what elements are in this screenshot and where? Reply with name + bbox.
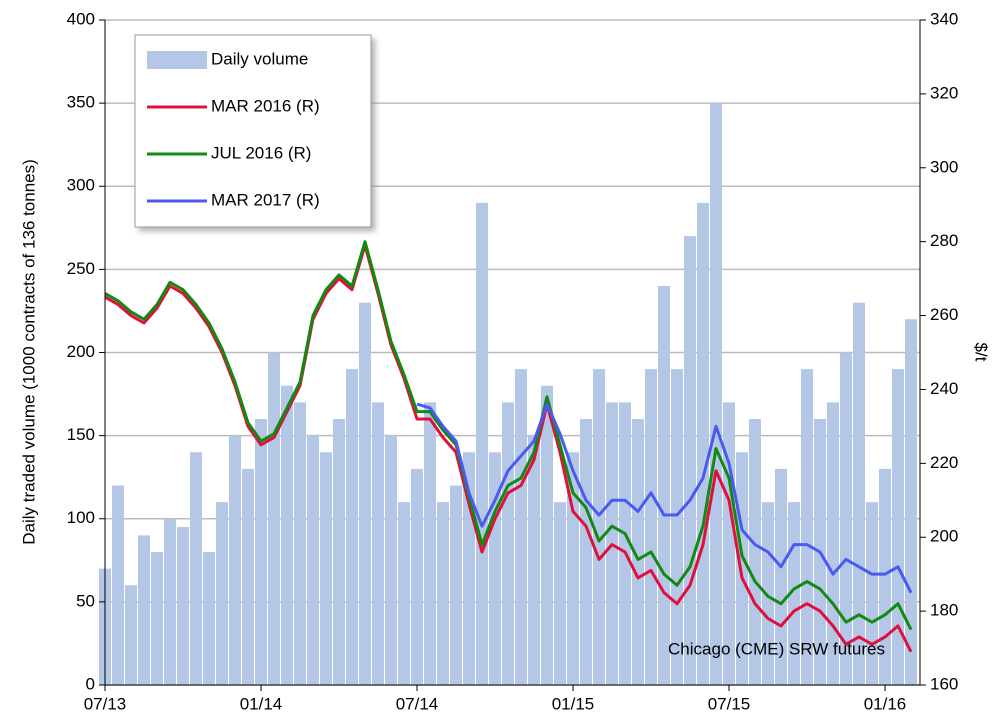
y2-tick-label: 220 — [930, 453, 958, 472]
volume-bar — [190, 452, 202, 685]
volume-bar — [749, 419, 761, 685]
legend: Daily volume MAR 2016 (R) JUL 2016 (R) MAR … — [134, 34, 372, 228]
volume-bar — [866, 502, 878, 685]
volume-bar — [385, 435, 397, 685]
volume-bar — [424, 402, 436, 685]
x-tick-label: 07/13 — [84, 694, 127, 713]
y-tick-label: 350 — [67, 93, 95, 112]
volume-bar — [112, 485, 124, 685]
volume-bar — [177, 527, 189, 685]
volume-bar — [281, 385, 293, 685]
y2-tick-label: 280 — [930, 231, 958, 250]
volume-bar — [255, 419, 267, 685]
volume-bar — [827, 402, 839, 685]
volume-bar — [476, 202, 488, 685]
volume-bar — [125, 585, 137, 685]
y2-tick-label: 320 — [930, 83, 958, 102]
x-tick-label: 07/15 — [708, 694, 751, 713]
volume-bar — [580, 419, 592, 685]
volume-bar — [528, 435, 540, 685]
y-tick-label: 150 — [67, 425, 95, 444]
y-axis-label: Daily traded volume (1000 contracts of 1… — [19, 159, 38, 545]
annotation: Chicago (CME) SRW futures — [668, 639, 885, 658]
volume-bar — [216, 502, 228, 685]
volume-bar — [268, 352, 280, 685]
lines — [104, 240, 913, 653]
legend-label: MAR 2017 (R) — [211, 190, 320, 209]
volume-bar — [411, 468, 423, 685]
volume-bar — [554, 502, 566, 685]
x-tick-label: 07/14 — [396, 694, 439, 713]
volume-bar — [905, 319, 917, 685]
y-tick-label: 250 — [67, 259, 95, 278]
y2-tick-label: 240 — [930, 379, 958, 398]
y-tick-label: 50 — [76, 591, 95, 610]
volume-bar — [437, 502, 449, 685]
volume-bar — [203, 552, 215, 685]
y-tick-label: 200 — [67, 342, 95, 361]
volume-bar — [671, 369, 683, 685]
legend-label: JUL 2016 (R) — [211, 143, 311, 162]
volume-bar — [372, 402, 384, 685]
price-line — [416, 402, 913, 594]
volume-bar — [138, 535, 150, 685]
volume-bar — [346, 369, 358, 685]
y2-tick-label: 340 — [930, 9, 958, 28]
volume-bar — [658, 286, 670, 685]
volume-bar — [632, 419, 644, 685]
volume-bar — [359, 302, 371, 685]
price-line — [104, 240, 913, 631]
volume-bar — [541, 385, 553, 685]
y-tick-label: 0 — [86, 674, 95, 693]
legend-label: MAR 2016 (R) — [211, 96, 320, 115]
volume-bar — [242, 468, 254, 685]
volume-bar — [619, 402, 631, 685]
y2-tick-label: 200 — [930, 527, 958, 546]
y2-tick-label: 180 — [930, 601, 958, 620]
volume-bar — [294, 402, 306, 685]
volume-bar — [801, 369, 813, 685]
volume-bar — [697, 202, 709, 685]
volume-bar — [892, 369, 904, 685]
y-tick-label: 400 — [67, 9, 95, 28]
volume-bar — [840, 352, 852, 685]
legend-swatch — [147, 51, 207, 69]
volume-bar — [502, 402, 514, 685]
volume-bar — [775, 468, 787, 685]
y-tick-label: 100 — [67, 508, 95, 527]
legend-label: Daily volume — [211, 49, 308, 68]
bars — [99, 103, 917, 685]
volume-bar — [515, 369, 527, 685]
volume-bar — [684, 236, 696, 685]
volume-bar — [229, 435, 241, 685]
volume-bar — [710, 103, 722, 685]
volume-bar — [879, 468, 891, 685]
x-tick-label: 01/14 — [240, 694, 283, 713]
volume-bar — [333, 419, 345, 685]
volume-bar — [645, 369, 657, 685]
y2-axis-label: $/t — [972, 343, 991, 362]
axes: 0 50 100 150 200 250 300 350 400 160 180 200 220 240 2… — [67, 9, 959, 713]
y2-tick-label: 160 — [930, 674, 958, 693]
volume-bar — [151, 552, 163, 685]
volume-bar — [398, 502, 410, 685]
volume-bar — [164, 518, 176, 685]
y2-tick-label: 300 — [930, 157, 958, 176]
x-tick-label: 01/15 — [552, 694, 595, 713]
y-tick-label: 300 — [67, 176, 95, 195]
volume-bar — [853, 302, 865, 685]
volume-bar — [593, 369, 605, 685]
volume-bar — [307, 435, 319, 685]
volume-bar — [567, 452, 579, 685]
volume-bar — [320, 452, 332, 685]
x-tick-label: 01/16 — [864, 694, 907, 713]
volume-bar — [450, 485, 462, 685]
volume-bar — [762, 502, 774, 685]
y2-tick-label: 260 — [930, 305, 958, 324]
